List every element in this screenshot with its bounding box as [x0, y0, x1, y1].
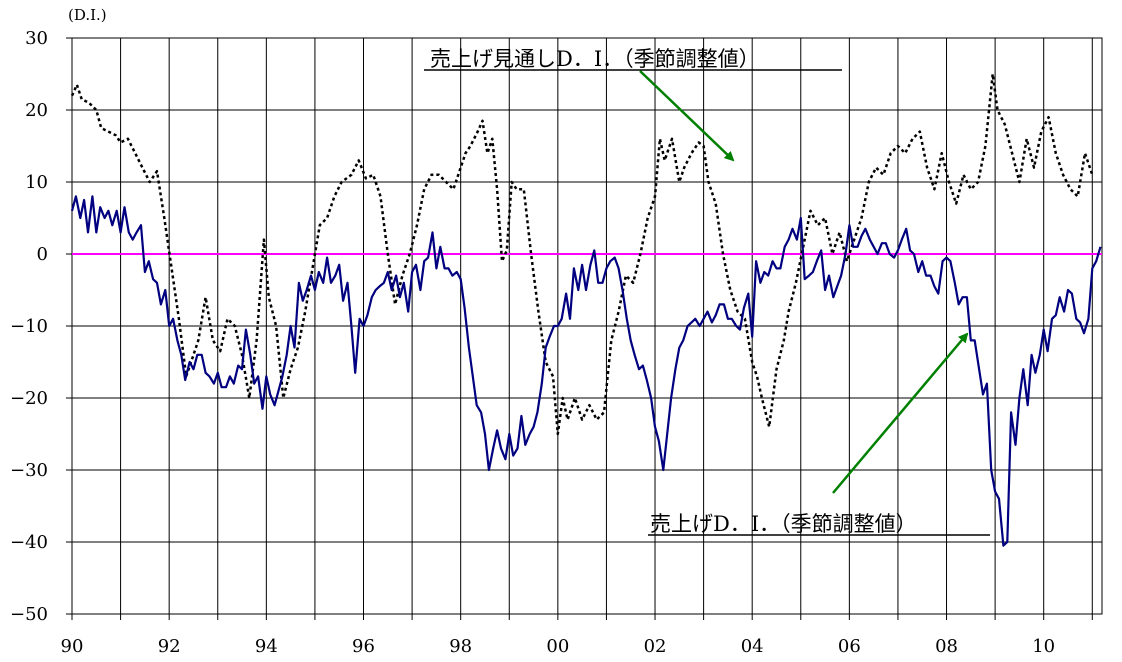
sales_outlook-series-line [70, 72, 1094, 436]
y-tick-label: −40 [10, 532, 48, 553]
sales-annotation-label: 売上げD．I．（季節調整値） [650, 512, 917, 536]
x-tick-label: 98 [449, 636, 472, 657]
y-tick-label: 0 [37, 244, 48, 265]
sales-series-line [70, 195, 1102, 547]
sales_outlook-annotation-arrow [639, 70, 735, 162]
y-tick-label: −30 [10, 460, 48, 481]
y-tick-label: −20 [10, 388, 48, 409]
x-tick-label: 96 [352, 636, 375, 657]
series-layer [70, 72, 1102, 547]
y-tick-label: 20 [25, 100, 48, 121]
y-tick-label: 10 [25, 172, 48, 193]
x-tick-label: 00 [546, 636, 569, 657]
x-tick-label: 90 [61, 636, 84, 657]
x-tick-label: 06 [838, 636, 861, 657]
y-tick-label: 30 [25, 28, 48, 49]
axes: −50 −40 −30 −20 −10 0 10 20 30 90 92 94 96 98 00 02 04 06… [10, 6, 1093, 657]
sales_outlook-annotation-label: 売上げ見通しD．I．（季節調整値） [430, 47, 760, 71]
x-tick-label: 94 [255, 636, 278, 657]
x-tick-label: 08 [935, 636, 958, 657]
y-axis-unit-label: (D.I.) [68, 6, 107, 24]
x-tick-label: 92 [158, 636, 181, 657]
x-tick-label: 02 [644, 636, 667, 657]
sales-annotation-arrow [832, 332, 969, 494]
y-tick-label: −10 [10, 316, 48, 337]
y-tick-label: −50 [10, 604, 48, 625]
annotations: 売上げ見通しD．I．（季節調整値） 売上げD．I．（季節調整値） [424, 47, 990, 536]
x-tick-label: 10 [1032, 636, 1055, 657]
x-tick-label: 04 [741, 636, 764, 657]
